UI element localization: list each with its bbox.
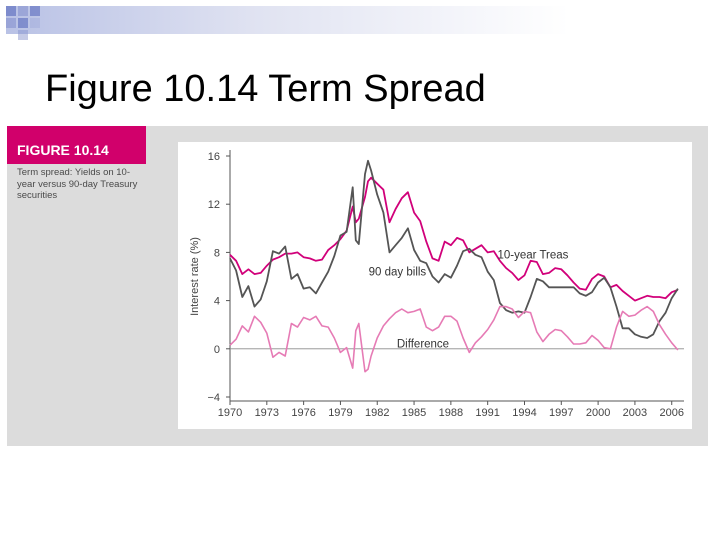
term-spread-chart: −4 0 4 8 12 16 1970 1973 1976 1979 1982 1985 1988 199… bbox=[189, 150, 684, 419]
x-tick-label: 1988 bbox=[439, 407, 463, 419]
x-tick-label: 1985 bbox=[402, 407, 426, 419]
y-axis-label: Interest rate (%) bbox=[189, 237, 201, 316]
x-tick-label: 2003 bbox=[623, 407, 647, 419]
y-tick-label: −4 bbox=[207, 392, 220, 404]
title-gradient-bar bbox=[6, 6, 710, 34]
y-tick-label: 16 bbox=[208, 151, 220, 163]
x-tick-label: 2006 bbox=[659, 407, 683, 419]
x-tick-label: 1994 bbox=[512, 407, 536, 419]
x-tick-label: 1982 bbox=[365, 407, 389, 419]
x-tick-label: 1976 bbox=[291, 407, 315, 419]
series-10-year-treas-line bbox=[229, 176, 679, 302]
x-tick-label: 1973 bbox=[255, 407, 279, 419]
y-tick-label: 8 bbox=[214, 247, 220, 259]
x-tick-label: 2000 bbox=[586, 407, 610, 419]
y-tick-label: 0 bbox=[214, 344, 220, 356]
figure-caption: Term spread: Yields on 10-year versus 90… bbox=[17, 167, 138, 201]
figure-label: FIGURE 10.14 bbox=[17, 142, 109, 158]
x-tick-label: 1991 bbox=[475, 407, 499, 419]
x-tick-label: 1997 bbox=[549, 407, 573, 419]
series-difference-line bbox=[229, 305, 679, 373]
label-90-day-bills: 90 day bills bbox=[369, 266, 427, 278]
label-difference: Difference bbox=[397, 339, 449, 351]
x-tick-label: 1979 bbox=[328, 407, 352, 419]
y-tick-label: 12 bbox=[208, 199, 220, 211]
slide-title: Figure 10.14 Term Spread bbox=[45, 68, 486, 110]
y-tick-label: 4 bbox=[214, 296, 220, 308]
figure-label-box bbox=[7, 126, 146, 164]
x-tick-label: 1970 bbox=[218, 407, 242, 419]
series-90-day-bills-line bbox=[229, 159, 679, 339]
label-10-year-treas: 10-year Treas bbox=[497, 249, 568, 261]
chart-area: −4 0 4 8 12 16 1970 1973 1976 1979 1982 1985 1988 199… bbox=[178, 142, 692, 429]
